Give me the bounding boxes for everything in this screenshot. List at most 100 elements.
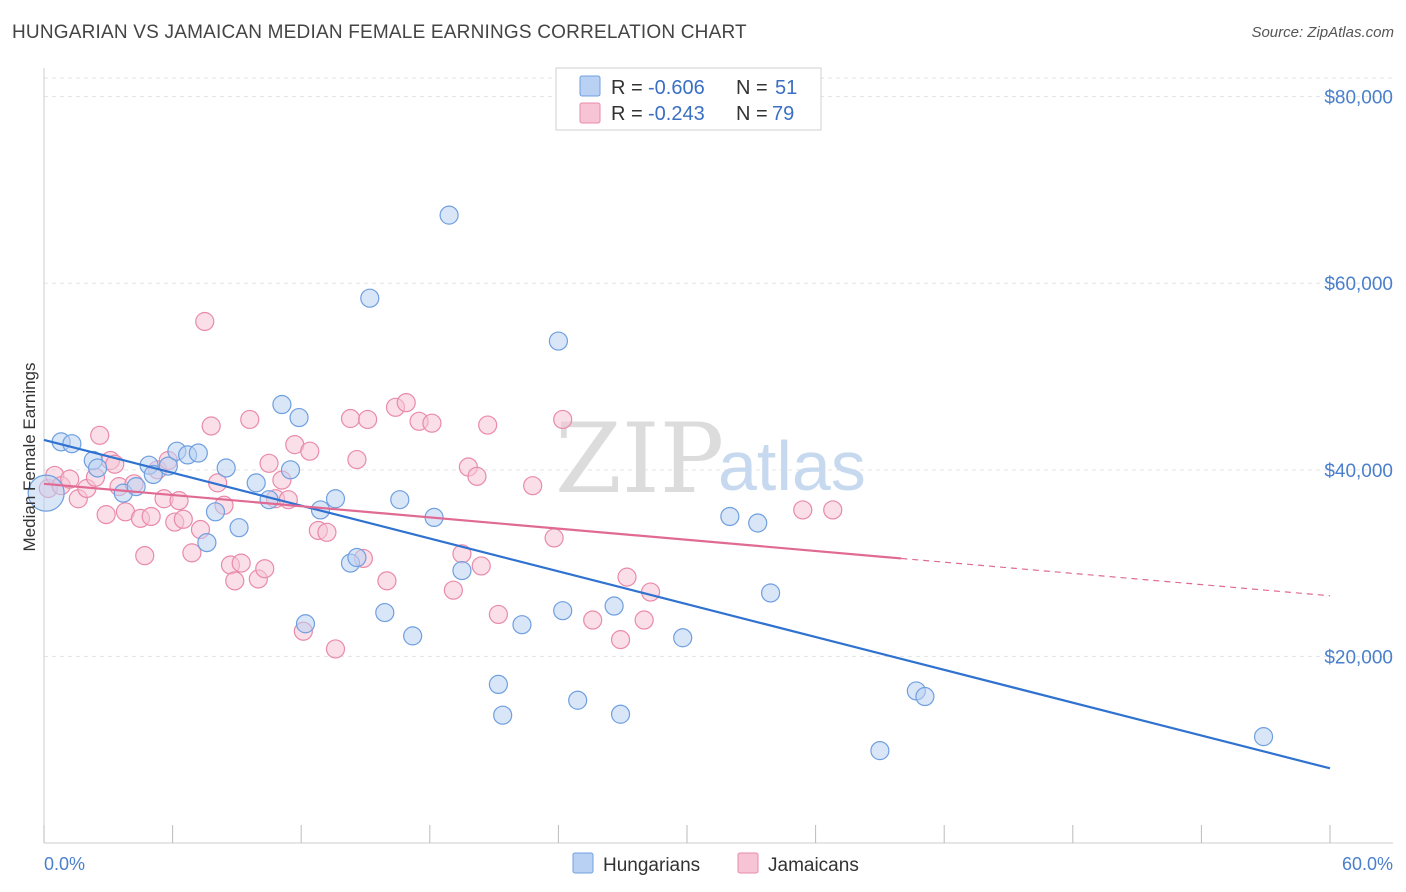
watermark: ZIP atlas	[555, 403, 866, 515]
y-tick-label-3: $80,000	[1324, 88, 1393, 109]
hungarians-point-36	[512, 615, 532, 635]
jamaicans-point-43	[317, 522, 337, 542]
hungarians-point-30	[403, 626, 423, 646]
hungarians-point-33	[452, 560, 472, 581]
y-tick-label-2: $60,000	[1324, 274, 1393, 295]
hungarians-point-12	[188, 443, 208, 463]
legend-hun-n-label: N =	[736, 77, 768, 99]
jamaicans-point-68	[640, 582, 661, 602]
hungarians-point-29	[390, 490, 410, 510]
y-tick-labels: $20,000 $40,000 $60,000 $80,000	[1324, 88, 1393, 669]
jamaicans-point-66	[617, 567, 637, 587]
hungarians-point-17	[246, 473, 266, 493]
jamaicans-point-67	[634, 610, 654, 630]
jamaicans-point-45	[340, 408, 361, 429]
hungarians-point-39	[568, 690, 588, 710]
top-legend: R = -0.606 N = 51 R = -0.243 N = 79	[555, 67, 822, 131]
chart-source: Source: ZipAtlas.com	[1251, 24, 1394, 41]
jamaicans-point-22	[173, 509, 193, 529]
hungarians-point-37	[548, 331, 569, 351]
jamaicans-point-15	[135, 546, 155, 566]
jamaicans-point-3	[60, 469, 80, 489]
jamaicans-point-62	[544, 528, 564, 548]
jamaicans-point-25	[195, 311, 215, 332]
hungarians-point-15	[216, 458, 236, 478]
hungarians-points	[27, 205, 1274, 761]
jamaicans-point-69	[793, 500, 813, 520]
jamaicans-point-61	[523, 476, 543, 496]
hungarians-point-19	[272, 394, 292, 415]
hungarians-point-4	[87, 458, 108, 478]
hungarians-point-27	[360, 288, 380, 308]
hungarians-point-46	[870, 741, 890, 761]
hungarians-point-2	[62, 434, 82, 454]
hungarians-point-48	[915, 686, 935, 707]
hungarians-point-38	[553, 601, 573, 621]
jamaicans-point-31	[231, 553, 251, 573]
jamaicans-point-44	[325, 639, 346, 659]
legend-jam-r-label: R =	[611, 103, 643, 125]
hungarians-point-32	[439, 205, 459, 225]
hungarians-point-44	[748, 513, 768, 533]
jamaicans-point-26	[201, 416, 221, 436]
jamaicans-point-32	[240, 409, 260, 430]
chart-title: HUNGARIAN VS JAMAICAN MEDIAN FEMALE EARN…	[12, 22, 747, 43]
jamaicans-point-57	[467, 466, 487, 486]
bottom-legend: Hungarians Jamaicans	[572, 852, 859, 876]
bottom-legend-hungarians: Hungarians	[603, 855, 700, 876]
hungarians-point-28	[375, 602, 395, 623]
trend-lines	[43, 438, 1331, 770]
legend-jam-n-label: N =	[736, 103, 768, 125]
hungarians-point-22	[295, 614, 316, 634]
jamaicans-point-16	[141, 506, 161, 527]
jamaicans-point-63	[553, 409, 573, 430]
hungarians-point-45	[760, 583, 781, 603]
legend-jam-n-value: 79	[772, 103, 794, 125]
bottom-legend-swatch-jamaicans	[737, 852, 759, 874]
legend-hun-r-label: R =	[611, 77, 643, 99]
jamaicans-point-41	[300, 441, 320, 461]
hungarians-point-24	[325, 489, 346, 509]
jamaicans-point-51	[396, 393, 416, 413]
jamaicans-point-58	[471, 556, 491, 576]
jamaicans-point-8	[96, 505, 116, 525]
x-tick-label-min: 0.0%	[44, 854, 85, 874]
jamaicans-point-64	[583, 610, 603, 630]
hungarians-point-41	[610, 704, 631, 724]
jamaicans-point-47	[347, 449, 367, 470]
bottom-legend-swatch-hungarians	[572, 852, 594, 874]
jamaicans-point-53	[422, 413, 442, 433]
y-axis-title: Median Female Earnings	[20, 363, 39, 552]
hungarians-point-35	[493, 705, 513, 725]
jamaicans-point-30	[225, 571, 245, 591]
hungarians-trend-line	[43, 438, 1331, 770]
y-tick-label-0: $20,000	[1324, 647, 1393, 668]
y-tick-label-1: $40,000	[1324, 461, 1393, 482]
jamaicans-point-70	[823, 500, 843, 520]
hungarians-point-34	[488, 674, 508, 695]
jamaicans-point-60	[488, 604, 508, 625]
watermark-atlas: atlas	[718, 427, 866, 505]
hungarians-point-26	[347, 547, 367, 568]
axes	[43, 68, 1393, 844]
jamaicans-trend-extension	[901, 557, 1331, 597]
hungarians-point-14	[205, 502, 226, 522]
jamaicans-point-23	[182, 543, 202, 563]
jamaicans-point-34	[255, 559, 275, 579]
hungarians-point-16	[229, 518, 249, 538]
hungarians-point-42	[673, 628, 693, 648]
legend-swatch-hungarians	[579, 75, 601, 97]
jamaicans-point-7	[90, 425, 110, 445]
jamaicans-point-65	[610, 630, 631, 650]
jamaicans-point-35	[259, 453, 279, 473]
hungarians-point-21	[289, 407, 309, 428]
legend-hun-n-value: 51	[775, 77, 797, 99]
jamaicans-point-48	[358, 409, 378, 430]
x-tick-label-max: 60.0%	[1342, 854, 1393, 874]
jamaicans-point-54	[443, 580, 463, 600]
legend-hun-r-value: -0.606	[648, 77, 705, 99]
jamaicans-point-59	[478, 415, 498, 435]
watermark-zip: ZIP	[555, 403, 724, 515]
jamaicans-point-49	[377, 571, 397, 591]
legend-jam-r-value: -0.243	[648, 103, 705, 125]
